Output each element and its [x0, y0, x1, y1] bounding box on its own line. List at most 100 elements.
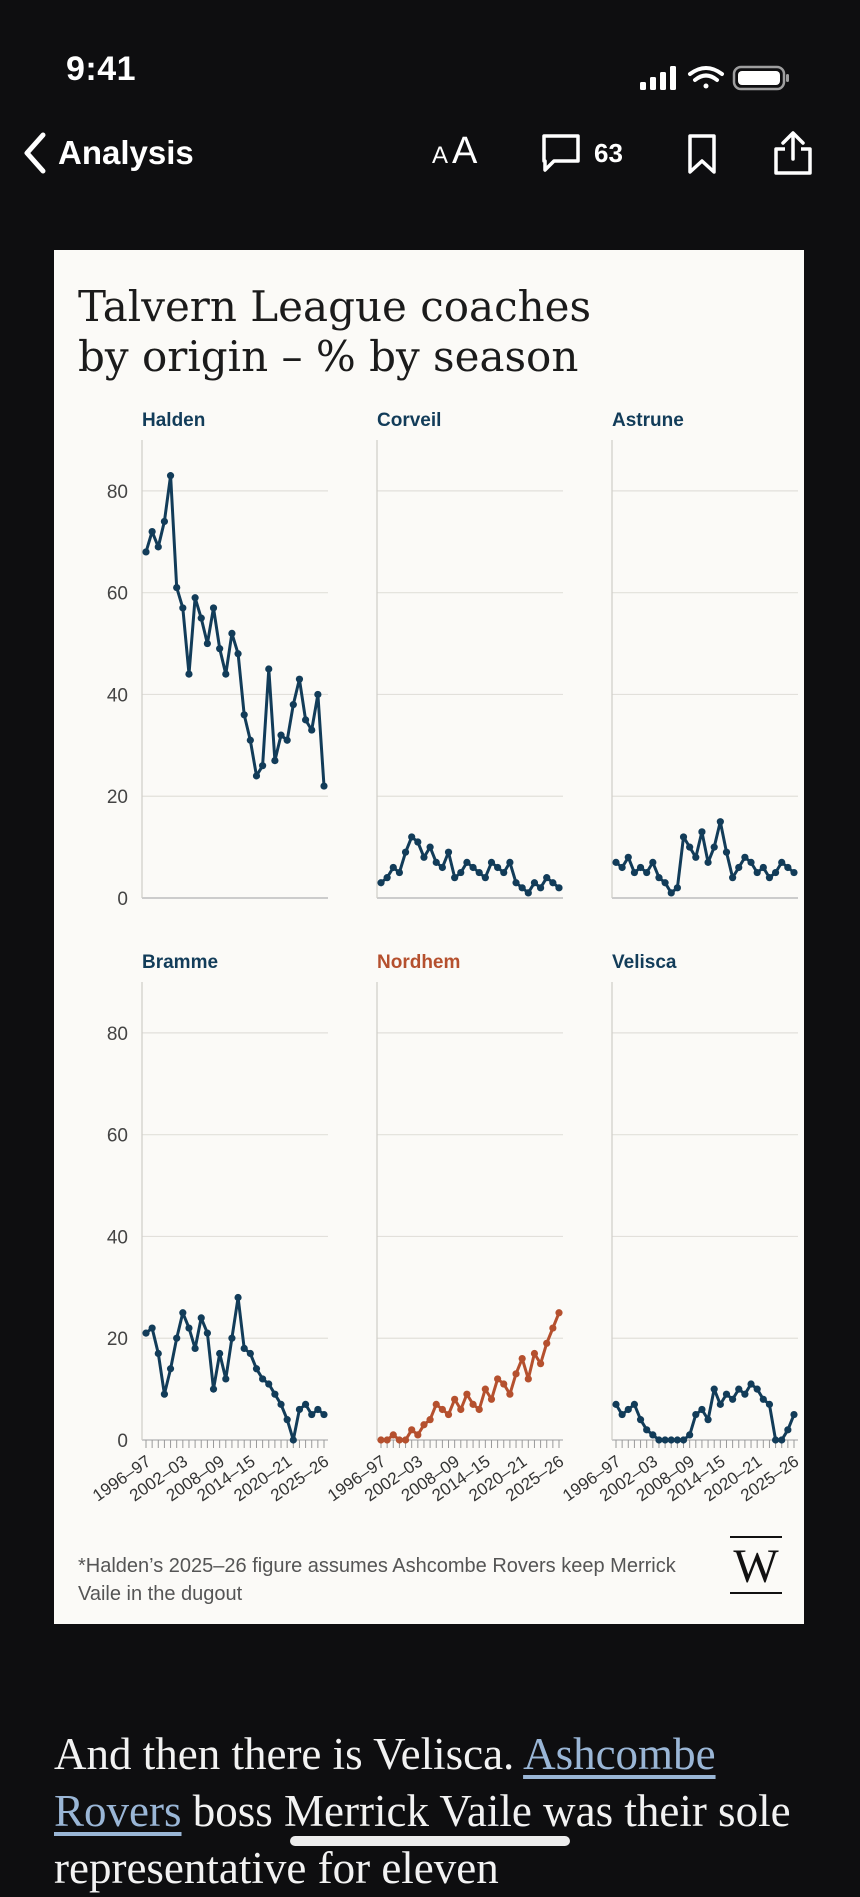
- data-point: [463, 1390, 471, 1398]
- text-size-large-icon: A: [452, 130, 478, 172]
- data-point: [624, 853, 632, 861]
- data-point: [716, 1400, 724, 1408]
- data-point: [314, 1405, 322, 1414]
- data-point: [735, 1385, 743, 1393]
- data-point: [432, 1400, 440, 1408]
- data-point: [469, 1400, 477, 1408]
- data-point: [383, 874, 391, 882]
- data-point: [655, 1436, 663, 1444]
- data-point: [524, 1375, 532, 1383]
- data-point: [408, 1426, 416, 1434]
- data-point: [555, 884, 563, 892]
- data-point: [240, 1344, 248, 1352]
- article-text: And then there is Velisca.: [54, 1729, 524, 1779]
- data-point: [246, 1349, 254, 1358]
- comment-bubble-icon: [542, 134, 580, 172]
- data-point: [753, 868, 761, 877]
- data-point: [148, 528, 156, 536]
- bookmark-button[interactable]: [686, 133, 718, 180]
- data-point: [173, 1334, 181, 1342]
- y-tick-label: 40: [107, 685, 128, 706]
- data-point: [383, 1436, 391, 1444]
- share-button[interactable]: [772, 129, 814, 182]
- data-point: [771, 1436, 780, 1444]
- data-point: [686, 843, 694, 851]
- status-time: 9:41: [66, 50, 137, 88]
- data-point: [234, 650, 242, 658]
- data-point: [679, 1436, 688, 1444]
- data-point: [790, 1410, 798, 1419]
- data-point: [643, 1426, 651, 1434]
- data-point: [661, 879, 669, 887]
- data-point: [451, 874, 459, 882]
- data-point: [203, 639, 211, 648]
- data-point: [265, 665, 273, 673]
- data-point: [747, 1380, 755, 1388]
- y-tick-label: 0: [117, 1431, 128, 1452]
- y-tick-label: 60: [107, 1126, 128, 1147]
- data-point: [173, 583, 181, 592]
- text-size-button[interactable]: A A: [432, 130, 477, 173]
- data-point: [512, 1370, 520, 1378]
- data-point: [463, 858, 471, 866]
- data-point: [295, 675, 304, 683]
- data-point: [722, 1390, 731, 1398]
- data-point: [166, 1365, 175, 1373]
- data-point: [747, 858, 755, 866]
- chart-title: Talvern League coaches by origin – % by …: [78, 282, 592, 381]
- data-point: [457, 1405, 465, 1414]
- data-point: [185, 670, 193, 678]
- y-tick-label: 80: [107, 1024, 128, 1045]
- data-point: [301, 1400, 310, 1408]
- data-point: [500, 868, 508, 877]
- data-point: [209, 604, 218, 612]
- y-tick-label: 80: [107, 482, 128, 503]
- data-point: [636, 1416, 645, 1424]
- data-point: [710, 1385, 718, 1393]
- team-link[interactable]: Ashcombe Rovers: [54, 1729, 716, 1836]
- data-point: [686, 1431, 694, 1439]
- data-point: [308, 726, 316, 734]
- chevron-left-icon: [24, 132, 46, 174]
- data-point: [234, 1293, 242, 1302]
- data-point: [426, 1416, 434, 1424]
- data-point: [673, 1436, 681, 1444]
- data-point: [420, 853, 428, 861]
- data-point: [228, 629, 236, 637]
- home-indicator[interactable]: [290, 1836, 570, 1846]
- back-button[interactable]: Analysis: [22, 131, 194, 175]
- data-point: [636, 863, 645, 872]
- data-point: [395, 868, 404, 877]
- comments-button[interactable]: 63: [540, 133, 623, 173]
- data-point: [166, 472, 175, 480]
- data-point: [753, 1385, 761, 1393]
- data-point: [643, 868, 651, 877]
- data-point: [673, 884, 681, 892]
- data-point: [679, 833, 688, 841]
- data-point: [518, 1354, 526, 1363]
- data-point: [536, 1360, 545, 1368]
- data-point: [283, 736, 291, 744]
- data-point: [624, 1405, 632, 1414]
- data-point: [759, 1395, 767, 1403]
- data-point: [549, 1324, 557, 1332]
- data-point: [389, 863, 397, 872]
- y-tick-label: 60: [107, 584, 128, 605]
- data-point: [191, 1344, 199, 1352]
- y-tick-label: 20: [107, 787, 128, 808]
- data-point: [494, 863, 502, 872]
- share-icon: [774, 131, 812, 175]
- back-label: Analysis: [58, 134, 194, 171]
- data-point: [197, 1314, 205, 1322]
- publisher-logo: W: [730, 1536, 782, 1594]
- data-point: [401, 848, 410, 856]
- chart-footnote: *Halden’s 2025–26 figure assumes Ashcomb…: [78, 1555, 676, 1605]
- data-point: [277, 1400, 285, 1408]
- data-point: [649, 1431, 657, 1439]
- data-point: [444, 1410, 453, 1419]
- data-point: [203, 1329, 211, 1337]
- data-point: [308, 1410, 316, 1419]
- data-point: [612, 858, 620, 866]
- data-point: [475, 868, 483, 877]
- data-point: [395, 1436, 404, 1444]
